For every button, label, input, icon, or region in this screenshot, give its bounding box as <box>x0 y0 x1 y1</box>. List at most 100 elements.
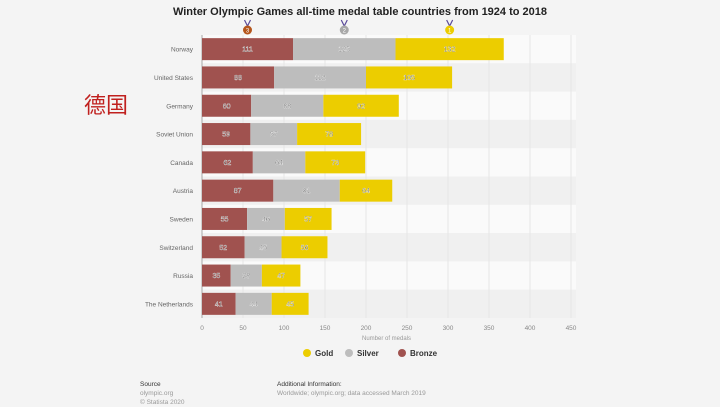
bar-gold <box>395 38 504 61</box>
ribbon-icon <box>446 19 454 28</box>
data-label: 64 <box>275 160 283 167</box>
x-axis-label: Number of medals <box>362 336 411 342</box>
gold-medal-icon <box>445 25 455 35</box>
bar-bronze <box>202 207 248 230</box>
y-category-label: Canada <box>170 160 193 167</box>
y-category-label: Switzerland <box>159 245 193 252</box>
y-category-label: Russia <box>173 273 193 280</box>
legend-marker-silver <box>345 349 353 357</box>
data-label: 55 <box>221 216 229 223</box>
data-label: 45 <box>259 245 267 252</box>
x-tick-label: 0 <box>200 325 204 332</box>
data-label: 132 <box>444 47 456 54</box>
legend-label-gold[interactable]: Gold <box>315 349 333 358</box>
data-label: 44 <box>250 301 258 308</box>
data-label: 52 <box>219 245 227 252</box>
bronze-medal-icon-label: 3 <box>246 29 250 35</box>
data-label: 47 <box>277 273 285 280</box>
x-tick-label: 250 <box>402 325 413 332</box>
source-link[interactable]: olympic.org <box>140 390 174 397</box>
bar-bronze <box>202 292 236 315</box>
data-label: 78 <box>325 132 333 139</box>
silver-medal-icon <box>339 25 349 35</box>
data-label: 57 <box>304 216 312 223</box>
data-label: 35 <box>212 273 220 280</box>
data-label: 111 <box>242 47 253 54</box>
legend-label-bronze[interactable]: Bronze <box>410 349 438 358</box>
data-label: 64 <box>362 188 370 195</box>
bar-gold <box>366 66 453 89</box>
chart-title: Winter Olympic Games all-time medal tabl… <box>172 6 548 18</box>
data-label: 125 <box>338 47 350 54</box>
bar-silver <box>252 151 306 174</box>
data-label: 60 <box>223 103 231 110</box>
bar-gold <box>297 123 362 146</box>
data-label: 38 <box>242 273 250 280</box>
source-heading: Source <box>140 381 161 388</box>
data-label: 112 <box>314 75 325 82</box>
y-category-label: Sweden <box>170 216 194 223</box>
legend-label-silver[interactable]: Silver <box>357 349 379 358</box>
bar-silver <box>244 236 282 259</box>
x-tick-label: 400 <box>525 325 536 332</box>
data-label: 46 <box>262 216 270 223</box>
x-tick-label: 150 <box>320 325 331 332</box>
bar-bronze <box>202 179 274 202</box>
copyright-text: © Statista 2020 <box>140 399 185 406</box>
bar-bronze <box>202 94 252 117</box>
y-category-label: The Netherlands <box>145 301 194 308</box>
bar-gold <box>261 264 301 287</box>
ribbon-icon <box>243 19 252 28</box>
data-label: 45 <box>286 301 294 308</box>
bar-gold <box>281 236 328 259</box>
y-category-label: Germany <box>166 103 193 110</box>
data-label: 105 <box>403 75 415 82</box>
silver-medal-icon-label: 2 <box>343 29 347 35</box>
bar-bronze <box>202 123 251 146</box>
data-label: 88 <box>283 103 291 110</box>
bar-gold <box>323 94 399 117</box>
bar-silver <box>235 292 272 315</box>
bar-silver <box>273 179 340 202</box>
data-label: 73 <box>331 160 339 167</box>
germany-annotation: 德国 <box>84 94 129 119</box>
bar-silver <box>250 123 298 146</box>
data-label: 88 <box>234 75 242 82</box>
data-label: 59 <box>222 132 230 139</box>
x-tick-label: 200 <box>361 325 372 332</box>
additional-info-heading: Additional Information: <box>277 381 342 388</box>
data-label: 62 <box>224 160 232 167</box>
additional-info-block: Additional Information: Worldwide; olymp… <box>277 380 426 398</box>
x-tick-label: 50 <box>239 325 247 332</box>
bar-bronze <box>202 264 231 287</box>
data-label: 92 <box>357 103 365 110</box>
bar-gold <box>284 207 332 230</box>
gold-medal-icon-label: 1 <box>448 29 452 35</box>
bar-bronze <box>202 38 294 61</box>
bar-bronze <box>202 236 245 259</box>
ribbon-icon <box>340 19 348 28</box>
bar-gold <box>305 151 366 174</box>
additional-info-text: Worldwide; olympic.org; data accessed Ma… <box>277 390 426 397</box>
bar-silver <box>274 66 366 89</box>
x-tick-label: 350 <box>484 325 495 332</box>
data-label: 81 <box>303 188 311 195</box>
y-category-label: United States <box>154 75 194 82</box>
x-tick-label: 100 <box>279 325 290 332</box>
source-block: Source olympic.org © Statista 2020 <box>140 380 185 407</box>
data-label: 87 <box>234 188 242 195</box>
bar-bronze <box>202 151 253 174</box>
bar-bronze <box>202 66 275 89</box>
bar-silver <box>230 264 262 287</box>
y-category-label: Norway <box>171 47 194 54</box>
legend-marker-bronze <box>398 349 406 357</box>
bar-silver <box>247 207 285 230</box>
bar-gold <box>271 292 309 315</box>
bronze-medal-icon <box>243 25 253 35</box>
y-category-label: Soviet Union <box>156 132 193 139</box>
x-tick-label: 300 <box>443 325 454 332</box>
data-label: 56 <box>301 245 309 252</box>
x-tick-label: 450 <box>566 325 577 332</box>
bar-silver <box>293 38 396 61</box>
